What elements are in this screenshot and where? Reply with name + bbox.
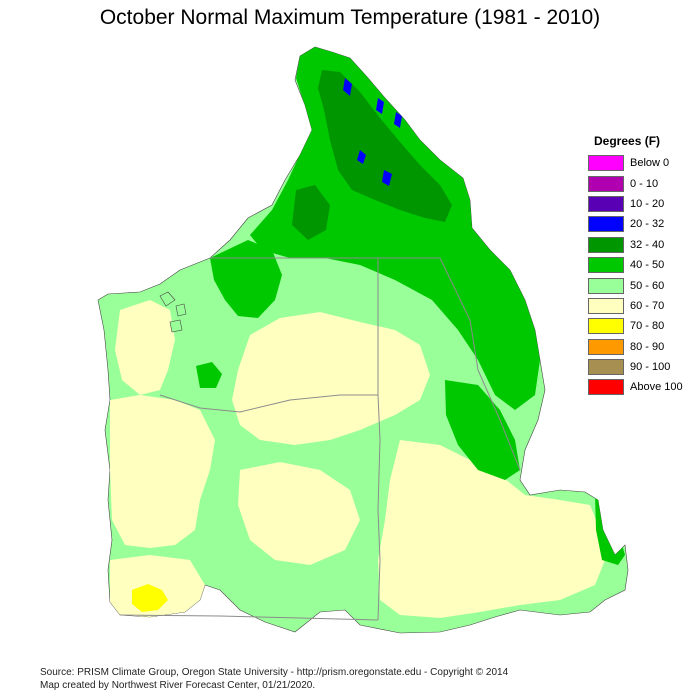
legend-label: 90 - 100 <box>630 361 671 374</box>
zone-60-70-columbia-basin <box>232 312 430 445</box>
legend-label: 32 - 40 <box>630 238 665 251</box>
footer: Source: PRISM Climate Group, Oregon Stat… <box>40 666 508 692</box>
legend-swatch <box>588 379 624 396</box>
zone-60-70-puget-lowland <box>115 300 175 395</box>
legend-label: 10 - 20 <box>630 197 665 210</box>
legend-rows: Below 0 0 - 10 10 - 20 20 - 32 32 - 40 40 - 5… <box>588 153 683 398</box>
zone-40-50-cascades-north <box>210 240 282 318</box>
zone-20-32-peak-2 <box>376 98 384 114</box>
legend-label: 60 - 70 <box>630 299 665 312</box>
legend-row: 60 - 70 <box>588 296 683 316</box>
zone-20-32-peak-4 <box>382 170 392 186</box>
legend-row: 70 - 80 <box>588 316 683 336</box>
zone-60-70-snake-plain <box>378 440 605 618</box>
border-or-id <box>377 394 381 621</box>
legend-title: Degrees (F) <box>594 134 661 148</box>
legend-swatch <box>588 155 624 172</box>
legend-row: 50 - 60 <box>588 275 683 295</box>
legend-row: 40 - 50 <box>588 255 683 275</box>
zone-70-80-southwest-oregon <box>132 584 168 612</box>
legend-row: Above 100 <box>588 377 683 397</box>
legend-row: 0 - 10 <box>588 173 683 193</box>
legend-label: Below 0 <box>630 157 670 170</box>
legend-swatch <box>588 277 624 294</box>
legend-swatch <box>588 236 624 253</box>
legend-row: 90 - 100 <box>588 357 683 377</box>
map-legend: Degrees (F) Below 0 0 - 10 10 - 20 20 - 32 3… <box>588 134 683 398</box>
legend-row: 20 - 32 <box>588 214 683 234</box>
border-id-mt <box>439 257 521 471</box>
border-or-south <box>119 614 379 621</box>
legend-label: 80 - 90 <box>630 340 665 353</box>
legend-swatch <box>588 318 624 335</box>
legend-swatch <box>588 359 624 376</box>
zone-32-40-ridge-west <box>292 185 330 240</box>
legend-label: 70 - 80 <box>630 320 665 333</box>
zone-32-40-rockies-core <box>318 70 452 222</box>
legend-swatch <box>588 175 624 192</box>
legend-row: 80 - 90 <box>588 337 683 357</box>
zone-60-70-central-oregon <box>238 462 360 565</box>
legend-row: 10 - 20 <box>588 194 683 214</box>
legend-label: 50 - 60 <box>630 279 665 292</box>
legend-row: Below 0 <box>588 153 683 173</box>
source-credit: Source: PRISM Climate Group, Oregon Stat… <box>40 667 509 678</box>
legend-label: Above 100 <box>630 381 683 394</box>
map-credit: Map created by Northwest River Forecast … <box>40 680 316 691</box>
legend-swatch <box>588 216 624 233</box>
legend-label: 20 - 32 <box>630 218 665 231</box>
legend-swatch <box>588 195 624 212</box>
legend-swatch <box>588 297 624 314</box>
legend-label: 0 - 10 <box>630 177 659 190</box>
zone-40-50-olympics <box>196 362 222 388</box>
legend-swatch <box>588 338 624 355</box>
state-borders <box>119 257 521 621</box>
map-title: October Normal Maximum Temperature (1981… <box>99 6 601 29</box>
border-or-wa <box>159 394 378 413</box>
zone-40-50-northern-rockies <box>250 47 540 410</box>
zone-20-32-peak-5 <box>357 150 366 164</box>
zone-20-32-peak-3 <box>394 112 402 128</box>
zone-20-32-peak-1 <box>343 78 352 96</box>
legend-swatch <box>588 257 624 274</box>
zone-60-70-willamette <box>110 395 215 548</box>
san-juan-islands <box>159 291 187 333</box>
zone-40-50-idaho-central <box>445 380 520 480</box>
legend-row: 32 - 40 <box>588 235 683 255</box>
legend-label: 40 - 50 <box>630 259 665 272</box>
